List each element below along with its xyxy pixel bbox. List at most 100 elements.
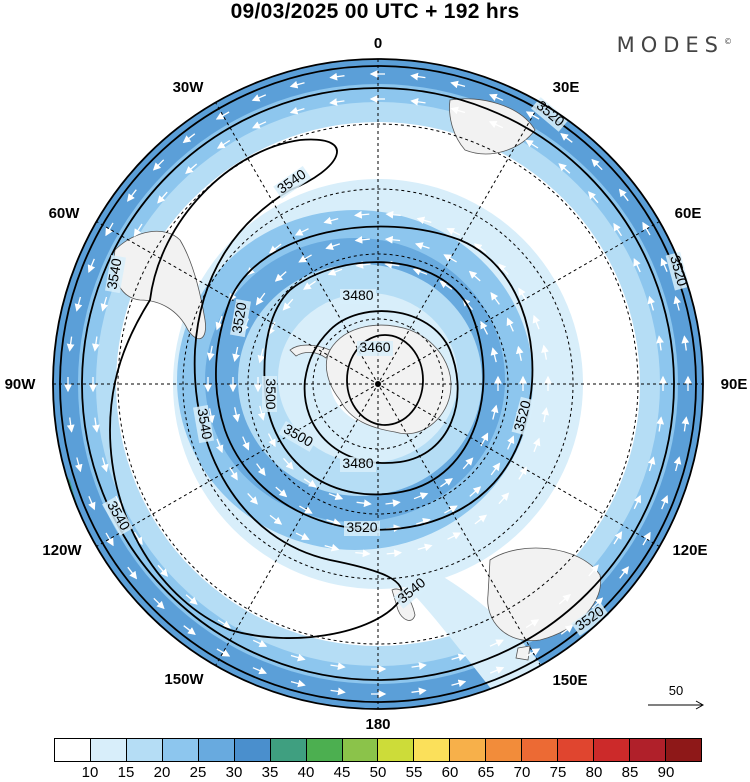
wind-vector [488,120,504,129]
wind-vector [282,298,294,311]
wind-vector [215,111,230,120]
wind-vector [152,159,165,171]
contour-label-bg [340,457,376,472]
wind-vector [257,348,266,364]
contour-3520-inner [215,225,534,531]
wind-vector [384,260,400,269]
wind-vector [290,653,306,662]
wind-vector [480,320,489,335]
contour-label: 3500 [263,378,279,409]
wind-vector [411,687,427,696]
wind-vector [660,495,669,510]
wind-vector [440,478,453,488]
colorbar-label: 70 [513,764,531,781]
longitude-label: 90W [5,376,37,393]
wind-vector [267,321,276,336]
contour-label: 3520 [346,519,377,535]
colorbar-swatch [414,739,451,761]
wind-vector [74,296,83,312]
contour-label: 3540 [103,257,124,291]
colorbar-label: 90 [657,764,675,781]
colorbar-swatch [486,739,523,761]
contour-label: 3520 [228,301,249,335]
colorbar-label: 35 [261,764,279,781]
contour-label: 3460 [359,339,390,355]
wind-vector [185,594,198,605]
contour-label-bg [262,376,277,412]
longitude-label: 150W [164,671,204,688]
longitude-label: 0 [374,35,382,52]
wind-vector [525,111,540,120]
longitude-label: 60E [675,205,702,222]
wind-vector [560,624,574,635]
wind-vector [354,210,370,219]
contour-label-bg [344,521,380,536]
wind-vector [115,495,123,510]
australia [487,547,602,642]
wind-vector [450,106,466,115]
wind-vector [105,532,114,547]
wind-vector [507,435,515,450]
wind-vector [216,648,231,657]
wind-vector [439,280,453,290]
wind-vector [681,416,690,432]
wind-vector [74,457,83,473]
wind-vector [673,456,682,472]
colorbar-label: 60 [441,764,459,781]
wind-vector [329,98,345,106]
contour-label-bg [278,420,318,452]
wind-vector [323,216,339,225]
modes-logo: MODES© [617,33,732,57]
wind-vector [480,432,489,447]
wind-vector [451,679,467,688]
arrow-right-head [695,700,705,710]
wind-vector [642,221,651,236]
wind-vector [498,492,510,505]
wind-vector [413,492,429,500]
vector-reference: 50 [646,683,706,713]
longitude-label: 120W [42,542,82,559]
wind-vector [356,499,372,508]
longitude-label: 90E [721,376,748,393]
colorbar-label: 10 [81,764,99,781]
colorbar-swatch [126,739,163,761]
geopotential-contours [59,65,697,703]
longitude-labels: 0 30E 60E 90E 120E 150E 180 150W 120W 90W 60W 30W [5,35,748,733]
colorbar-swatch [90,739,127,761]
wind-vector [269,514,283,525]
wind-vector [289,106,305,115]
wind-vector [506,317,514,332]
contour-label-bg [665,251,690,291]
wind-vector [412,267,428,276]
wind-vector [133,531,143,546]
wind-vector [526,648,541,657]
wind-vector [490,347,499,363]
colorbar-swatch [558,739,595,761]
wind-vector [294,228,309,236]
wind-vector [324,543,340,552]
wind-vector [216,438,224,454]
wind-vector [384,235,401,244]
wind-vector [91,336,100,352]
contour-label-bg [357,341,393,356]
contour-label: 3480 [342,455,373,471]
wind-vector [242,436,250,451]
tasmania [515,645,531,661]
wind-vector [633,258,641,273]
colorbar-label: 65 [477,764,495,781]
colorbar-swatch [450,739,487,761]
wind-vector [157,564,169,577]
wind-vector [87,258,96,273]
wind-vector [66,417,75,433]
wind-vector [656,335,664,351]
wind-vector [232,407,241,423]
wind-vector [328,492,344,501]
wind-vector [88,495,96,511]
wind-vector [489,666,505,674]
colorbar-swatch [306,739,343,761]
wind-vector [469,486,482,497]
wind-vector [251,94,267,102]
wind-vector [473,243,487,254]
colorbar-label: 85 [621,764,639,781]
colorbar-label: 20 [153,764,171,781]
